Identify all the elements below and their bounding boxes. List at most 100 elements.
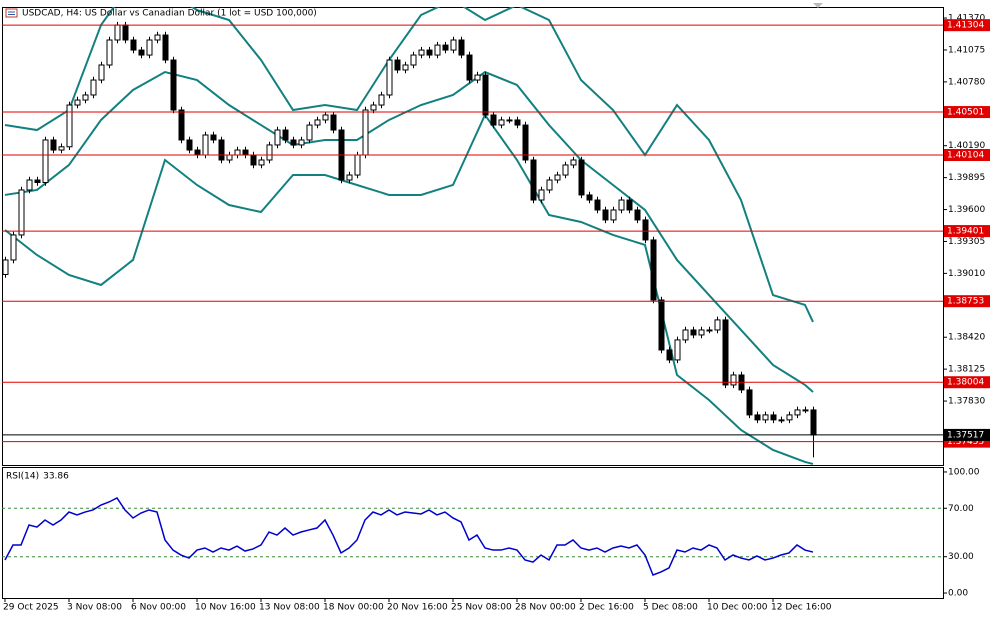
- candle-body: [58, 146, 65, 151]
- candle-body: [730, 374, 737, 386]
- candle-body: [410, 54, 417, 66]
- level-label: 1.37455: [947, 437, 984, 447]
- level-label-box: [944, 19, 990, 32]
- candle-body: [18, 189, 25, 236]
- candle-body: [226, 154, 233, 161]
- candle-body: [618, 199, 625, 211]
- main-plot: [2, 7, 943, 465]
- candle-body: [586, 194, 593, 201]
- candle-body: [290, 139, 297, 146]
- rsi-panel: [2, 467, 944, 599]
- y-tick-label: 1.39600: [948, 205, 985, 215]
- candle-body: [154, 34, 161, 41]
- axes: 1.41370 1.41075 1.40780 1.40190 1.39895 1.396…: [3, 14, 990, 613]
- current-price-box: [944, 428, 990, 441]
- rsi-plot: [2, 497, 943, 576]
- candle-body: [674, 339, 681, 361]
- level-label-box: [944, 106, 990, 119]
- candle-body: [258, 159, 265, 166]
- candle-body: [50, 139, 57, 151]
- candle-body: [546, 179, 553, 191]
- rsi-title: RSI(14): [6, 472, 39, 482]
- candle-body: [122, 24, 129, 41]
- candle-body: [666, 349, 673, 361]
- candle-body: [330, 114, 337, 131]
- candle-body: [202, 134, 209, 156]
- candle-body: [714, 319, 721, 331]
- symbol-icon: [5, 8, 18, 18]
- level-label: 1.38004: [947, 378, 984, 388]
- candle-body: [810, 409, 817, 436]
- y-tick-label: 1.41370: [948, 14, 985, 24]
- y-tick-label: 1.39010: [948, 269, 985, 279]
- candle-body: [458, 39, 465, 56]
- candle-body: [786, 414, 793, 421]
- candle-body: [298, 139, 305, 146]
- candle-body: [162, 34, 169, 61]
- y-tick-label: 0.00: [948, 589, 968, 599]
- candle-body: [706, 329, 713, 332]
- shift-marker: [813, 3, 823, 8]
- x-tick-label: 10 Dec 00:00: [707, 603, 768, 613]
- candle-body: [530, 159, 537, 201]
- candle-body: [442, 44, 449, 51]
- candle-body: [218, 139, 225, 161]
- candle-body: [322, 114, 329, 121]
- candle-body: [722, 319, 729, 386]
- main-panel: [2, 7, 944, 466]
- y-tick-label: 1.38420: [948, 333, 985, 343]
- rsi-line: [4, 497, 814, 576]
- candle-body: [82, 94, 89, 101]
- candle-body: [570, 159, 577, 166]
- candle-body: [498, 119, 505, 126]
- candle-body: [506, 119, 513, 122]
- candle-body: [178, 109, 185, 141]
- candle-body: [698, 329, 705, 336]
- y-tick-label: 1.38125: [948, 365, 985, 375]
- candle-body: [602, 209, 609, 221]
- candle-body: [754, 414, 761, 421]
- candle-body: [114, 24, 121, 41]
- candle-body: [490, 114, 497, 126]
- candle-body: [34, 179, 41, 183]
- level-label-box: [944, 149, 990, 162]
- candle-body: [434, 44, 441, 56]
- candle-body: [362, 109, 369, 156]
- candle-body: [250, 154, 257, 166]
- candle-body: [594, 199, 601, 211]
- chart-title: USDCAD, H4: US Dollar vs Canadian Dollar…: [22, 9, 317, 19]
- candle-body: [426, 49, 433, 56]
- level-label-box: [944, 376, 990, 389]
- candle-body: [418, 49, 425, 56]
- candle-body: [106, 39, 113, 66]
- candle-body: [354, 154, 361, 176]
- candle-body: [146, 39, 153, 56]
- candle-body: [770, 414, 777, 421]
- level-label: 1.40501: [947, 108, 984, 118]
- x-tick-label: 28 Nov 00:00: [515, 603, 576, 613]
- candle-body: [402, 64, 409, 71]
- candle-body: [266, 144, 273, 161]
- candle-body: [130, 39, 137, 51]
- level-label: 1.41304: [947, 21, 984, 31]
- bollinger-lower: [4, 112, 814, 465]
- x-tick-label: 12 Dec 16:00: [771, 603, 832, 613]
- candle-body: [26, 179, 33, 191]
- candle-body: [746, 389, 753, 416]
- x-tick-label: 18 Nov 00:00: [323, 603, 384, 613]
- candle-body: [538, 189, 545, 201]
- y-tick-label: 1.39305: [948, 237, 985, 247]
- candle-body: [802, 409, 809, 412]
- bollinger-middle: [4, 70, 814, 393]
- candle-body: [466, 54, 473, 81]
- y-tick-label: 1.39895: [948, 173, 985, 183]
- candle-body: [610, 209, 617, 221]
- rsi-last-value: 33.86: [43, 472, 69, 482]
- x-tick-label: 10 Nov 16:00: [195, 603, 256, 613]
- candle-body: [2, 259, 9, 275]
- y-tick-label: 70.00: [948, 504, 974, 514]
- candle-body: [690, 329, 697, 336]
- candle-body: [562, 164, 569, 176]
- candle-body: [650, 239, 657, 301]
